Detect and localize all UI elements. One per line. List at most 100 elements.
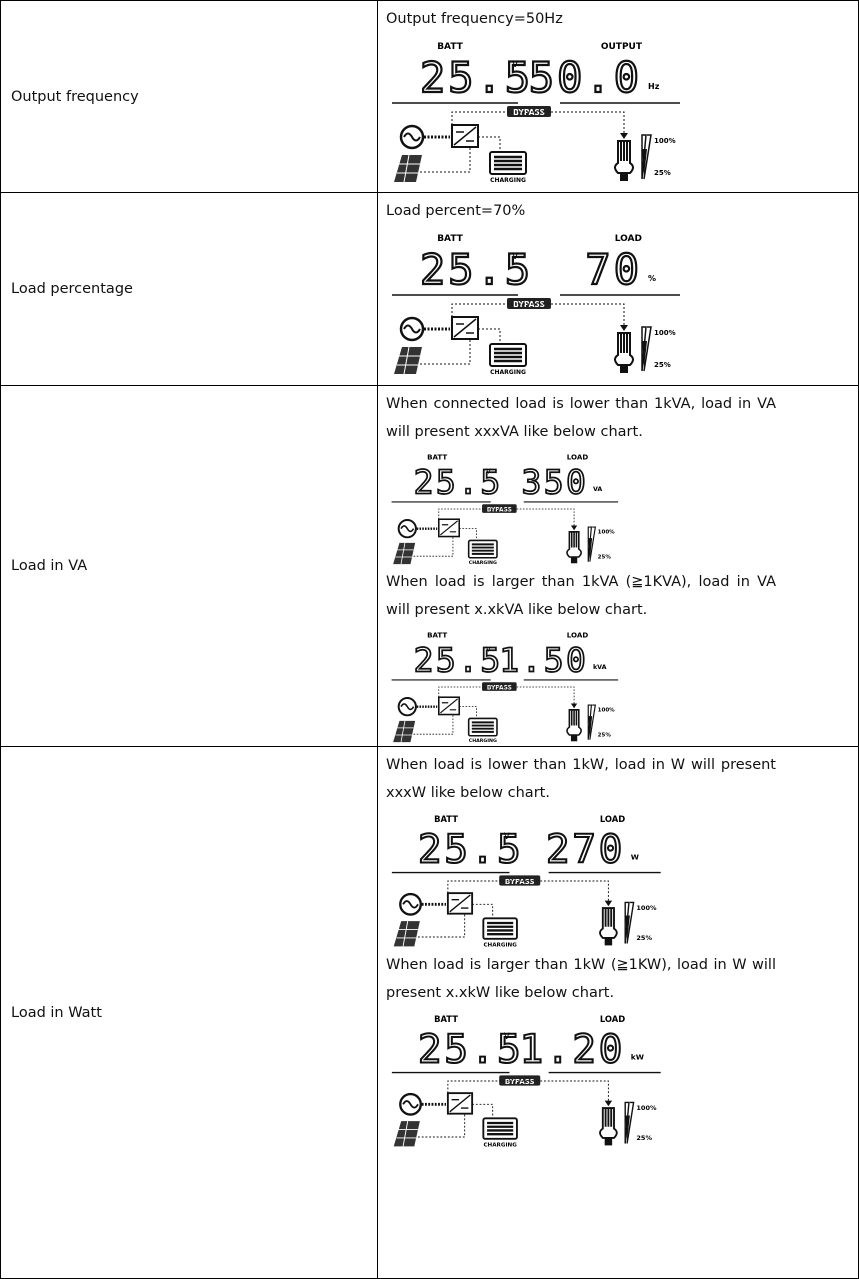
table-row: Load in VA When connected load is lower t… <box>0 385 859 747</box>
panel-grid <box>397 346 420 375</box>
batt-value: 25.5 <box>418 1027 524 1072</box>
charging-label: CHARGING <box>469 738 497 744</box>
pv-link <box>413 536 454 557</box>
battery-bars <box>494 155 522 171</box>
inverter-mark <box>439 520 459 536</box>
description: When load is lower than 1kW, load in W w… <box>386 757 776 801</box>
battery-bars <box>494 347 522 363</box>
batt-unit: V <box>512 252 519 262</box>
ac-wave <box>403 324 421 334</box>
pv-link <box>413 714 454 735</box>
level-high: 100% <box>654 329 676 337</box>
level-low: 25% <box>636 934 652 942</box>
row-content: Output frequency=50Hz BATT 25.5 V OUTPUT 50.0… <box>377 0 859 193</box>
solar-panel <box>394 155 422 182</box>
level-low: 25% <box>598 555 612 561</box>
table-row: Load percentage Load percent=70% BATT 25.5 V… <box>0 192 859 386</box>
load-label: LOAD <box>615 234 642 244</box>
bulb-tubes <box>620 141 628 161</box>
arrow <box>620 325 628 331</box>
bypass-box <box>499 1075 541 1086</box>
arrow <box>620 133 628 139</box>
load-value: 350 <box>521 462 588 501</box>
level-high: 100% <box>598 529 615 535</box>
load-fill <box>625 1115 630 1142</box>
load-unit: Hz <box>648 82 660 91</box>
ac-wave <box>400 703 415 711</box>
load-fill <box>588 716 593 739</box>
charge-link <box>472 903 494 918</box>
pv-link <box>420 147 471 173</box>
batt-unit: V <box>504 831 510 841</box>
panel-grid <box>395 542 414 565</box>
charging-label: CHARGING <box>490 369 526 376</box>
charge-link <box>478 136 501 151</box>
load-label: LOAD <box>600 814 625 824</box>
bulb-base <box>570 556 578 564</box>
bypass-box <box>482 682 517 691</box>
level-high: 100% <box>636 1104 657 1112</box>
ac-wave <box>403 132 421 142</box>
level-low: 25% <box>598 733 612 739</box>
pv-link <box>418 1113 466 1138</box>
row-label: Load percentage <box>0 192 378 386</box>
batt-value: 25.5 <box>414 462 503 501</box>
load-unit: % <box>648 274 656 283</box>
load-unit: VA <box>593 486 602 493</box>
inverter-mark <box>449 1094 471 1113</box>
inverter-mark <box>439 698 459 714</box>
table-row: Load in Watt When load is lower than 1kW,… <box>0 746 859 1279</box>
solar-panel <box>393 542 416 565</box>
bulb-tubes <box>604 908 613 927</box>
batt-unit: V <box>504 1031 510 1041</box>
load-fill <box>642 341 647 369</box>
arrow <box>604 900 613 907</box>
battery <box>482 1117 518 1140</box>
load-label: LOAD <box>600 1014 625 1024</box>
panel-grid <box>395 720 414 743</box>
load-value: 1.20 <box>520 1027 626 1072</box>
battery <box>482 917 518 940</box>
ac-wave <box>402 900 419 909</box>
pv-link <box>420 339 471 365</box>
bulb-tubes <box>604 1108 613 1127</box>
description: Load percent=70% <box>386 203 526 219</box>
charge-link <box>478 328 501 343</box>
bypass-line <box>438 686 575 706</box>
solar-panel <box>393 1121 420 1147</box>
panel-grid <box>396 1121 418 1147</box>
inverter-mark <box>453 318 477 338</box>
load-value: 1.50 <box>499 640 588 679</box>
lcd-display: BATT 25.5V LOAD 1.20 kW BYPASS CHARGING 100% 25% <box>391 1014 661 1148</box>
solar-panel <box>394 347 422 374</box>
batt-value: 25.5 <box>418 827 524 872</box>
load-value: 50.0 <box>529 53 642 102</box>
bypass-line <box>447 1080 609 1103</box>
inverter-mark <box>449 894 471 913</box>
battery-bars <box>487 1121 514 1136</box>
batt-label: BATT <box>427 630 447 639</box>
bypass-label: BYPASS <box>505 878 535 886</box>
level-high: 100% <box>598 707 615 713</box>
description: When load is larger than 1kVA (≧1KVA), l… <box>386 574 776 618</box>
row-content: Load percent=70% BATT 25.5 V LOAD 70% BYPASS CH… <box>377 192 859 386</box>
load-value: 270 <box>546 827 625 872</box>
level-low: 25% <box>654 361 671 369</box>
charging-label: CHARGING <box>483 942 517 948</box>
battery <box>467 717 498 737</box>
bypass-box <box>482 504 517 513</box>
inverter-mark <box>453 126 477 146</box>
bypass-line <box>447 880 609 903</box>
bulb-base <box>604 937 613 946</box>
bulb-base <box>570 734 578 742</box>
pv-link <box>418 913 466 938</box>
level-high: 100% <box>654 137 676 145</box>
bulb-base <box>604 1137 613 1146</box>
batt-label: BATT <box>434 1014 458 1024</box>
table-row: Output frequency Output frequency=50Hz BAT… <box>0 0 859 193</box>
row-label: Load in Watt <box>0 746 378 1279</box>
